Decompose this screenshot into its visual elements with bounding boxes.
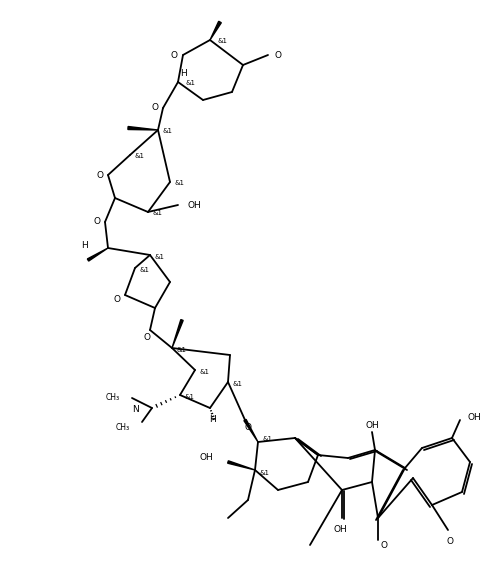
Text: O: O <box>447 537 454 547</box>
Text: H: H <box>82 240 88 250</box>
Polygon shape <box>228 461 255 470</box>
Text: OH: OH <box>365 421 379 431</box>
Text: &1: &1 <box>185 394 195 400</box>
Polygon shape <box>244 420 258 442</box>
Text: &1: &1 <box>263 436 273 442</box>
Text: OH: OH <box>199 454 213 462</box>
Text: &1: &1 <box>135 153 145 159</box>
Text: &1: &1 <box>186 80 196 86</box>
Text: &1: &1 <box>163 128 173 134</box>
Text: OH: OH <box>188 200 202 210</box>
Text: &1: &1 <box>200 369 210 375</box>
Text: &1: &1 <box>153 210 163 216</box>
Polygon shape <box>128 127 158 130</box>
Text: &1: &1 <box>233 381 243 387</box>
Text: &1: &1 <box>218 38 228 44</box>
Text: OH: OH <box>333 526 347 534</box>
Text: O: O <box>245 424 251 432</box>
Text: CH₃: CH₃ <box>106 394 120 403</box>
Text: OH: OH <box>468 414 482 423</box>
Polygon shape <box>172 319 183 348</box>
Text: H: H <box>181 70 188 79</box>
Text: &1: &1 <box>155 254 165 260</box>
Text: &1: &1 <box>260 470 270 476</box>
Text: &1: &1 <box>140 267 150 273</box>
Text: O: O <box>113 295 120 304</box>
Text: O: O <box>144 333 151 342</box>
Text: O: O <box>274 50 281 60</box>
Text: N: N <box>133 406 139 414</box>
Text: O: O <box>171 50 178 60</box>
Polygon shape <box>87 248 108 261</box>
Text: O: O <box>93 217 100 227</box>
Text: &1: &1 <box>177 347 187 353</box>
Text: O: O <box>381 541 388 550</box>
Polygon shape <box>210 21 222 40</box>
Text: CH₃: CH₃ <box>116 423 130 431</box>
Text: O: O <box>96 171 103 179</box>
Text: H: H <box>210 415 217 424</box>
Text: O: O <box>152 104 159 113</box>
Text: &1: &1 <box>175 180 185 186</box>
